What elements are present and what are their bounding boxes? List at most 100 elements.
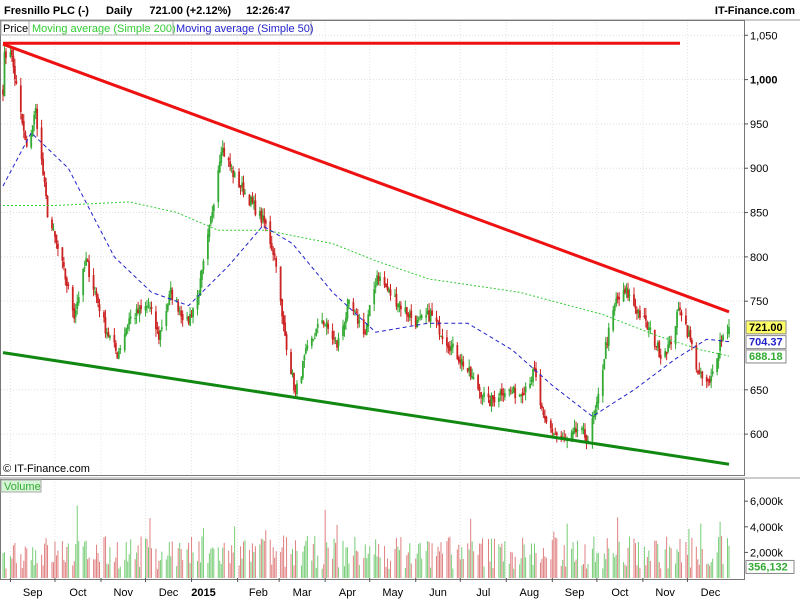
candle-body	[31, 125, 34, 137]
copyright-label: © IT-Finance.com	[3, 463, 90, 475]
candle-body	[555, 432, 558, 436]
time-tick-label: Nov	[113, 587, 133, 599]
candle-body	[664, 351, 667, 357]
candle-body	[67, 284, 70, 286]
candle-body	[223, 147, 226, 157]
candle-body	[407, 313, 410, 317]
candle-body	[532, 369, 534, 383]
candle-body	[169, 287, 172, 294]
candle-body	[291, 372, 294, 376]
candle-body	[469, 366, 472, 377]
candle-body	[227, 158, 230, 161]
price-tick-label: 850	[750, 208, 768, 220]
volume-value-tag-box	[745, 559, 795, 574]
candle-body	[159, 330, 162, 341]
price-tick-label: 650	[750, 385, 768, 397]
candle-body	[264, 220, 267, 224]
last-price-tag-box	[745, 320, 787, 335]
candle-body	[425, 315, 428, 318]
grid	[1, 22, 744, 578]
candle-body	[649, 327, 652, 330]
candle-body	[181, 313, 184, 321]
candle-body	[108, 335, 111, 338]
candle-body	[549, 420, 552, 429]
candle-body	[656, 342, 659, 348]
candle-body	[348, 299, 350, 305]
candle-body	[462, 361, 465, 367]
candle-body	[220, 152, 223, 163]
instrument-name: Fresnillo PLC (-)	[4, 5, 89, 17]
candle-body	[521, 392, 524, 396]
candle-body	[379, 277, 382, 281]
candle-body	[135, 308, 138, 317]
candle-body	[535, 368, 537, 377]
candle-body	[306, 345, 309, 349]
ma50-value-tag-box	[745, 335, 787, 350]
candle-body	[698, 370, 701, 374]
candle-body	[331, 330, 334, 340]
candle-body	[192, 308, 194, 318]
time-label: 12:26:47	[246, 5, 290, 17]
candle-body	[508, 389, 511, 391]
candle-body	[45, 182, 47, 196]
quote-label: 721.00 (+2.12%)	[149, 5, 231, 17]
candle-body	[722, 335, 724, 341]
candle-body	[490, 395, 493, 407]
candle-body	[633, 294, 635, 306]
candle-body	[624, 288, 626, 293]
candle-body	[665, 351, 668, 355]
candle-body	[500, 388, 503, 396]
candle-body	[356, 315, 359, 324]
candle-body	[54, 230, 56, 237]
candle-body	[679, 307, 681, 310]
candle-body	[71, 286, 74, 311]
candle-body	[628, 294, 631, 297]
candle-body	[285, 334, 288, 350]
candle-body	[337, 337, 340, 346]
candle-body	[294, 390, 297, 392]
volume-legend-label: Volume	[4, 481, 41, 493]
candle-body	[355, 312, 358, 314]
candle-body	[570, 432, 573, 441]
candle-body	[187, 316, 190, 323]
candle-body	[3, 52, 6, 97]
candle-body	[573, 427, 576, 433]
brand-label: IT-Finance.com	[715, 5, 795, 17]
candle-body	[290, 351, 292, 374]
candle-body	[325, 322, 328, 328]
candle-body	[575, 428, 577, 433]
candle-body	[186, 317, 188, 319]
candle-body	[155, 311, 157, 330]
candle-body	[676, 311, 678, 328]
candle-body	[180, 310, 183, 317]
candle-body	[77, 297, 80, 304]
candle-body	[103, 312, 105, 318]
candle-body	[51, 219, 53, 229]
candle-body	[336, 341, 338, 348]
candle-body	[581, 427, 583, 431]
candle-body	[34, 108, 37, 114]
candle-body	[362, 319, 365, 335]
candle-body	[254, 200, 257, 215]
candle-body	[85, 258, 88, 266]
candles	[2, 45, 730, 450]
candle-body	[533, 367, 536, 369]
candle-body	[140, 305, 142, 310]
candle-body	[279, 266, 282, 302]
candle-body	[83, 267, 86, 269]
candle-body	[261, 215, 264, 221]
candle-body	[416, 319, 419, 327]
candle-body	[395, 294, 398, 307]
price-tick-label: 1,050	[750, 30, 778, 42]
candle-body	[346, 304, 349, 319]
time-tick-label: Feb	[249, 587, 268, 599]
price-tick-label: 600	[750, 429, 768, 441]
candle-body	[123, 333, 126, 351]
title-bar	[0, 0, 800, 20]
candle-body	[419, 316, 422, 318]
candle-body	[699, 372, 702, 374]
candle-body	[685, 315, 687, 325]
candle-body	[386, 286, 389, 291]
candle-body	[451, 343, 454, 348]
candle-body	[460, 359, 463, 366]
